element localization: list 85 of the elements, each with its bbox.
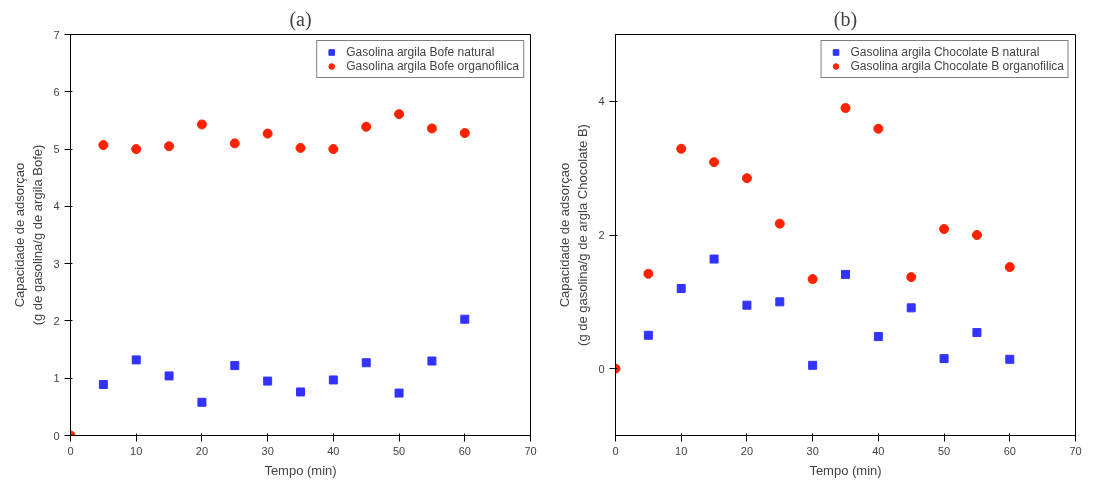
point (98, 140, 109, 151)
point (263, 376, 273, 386)
y-tick-label: 4 (53, 200, 60, 213)
point (295, 142, 306, 153)
point (972, 328, 982, 338)
legend-label: Gasolina argila Chocolate B natural (850, 45, 1040, 59)
point (709, 157, 720, 168)
point (742, 300, 752, 310)
x-tick-label: 20 (195, 444, 209, 457)
y-tick-label: 2 (53, 314, 60, 327)
legend-label: Gasolina argila Chocolate B organofilica (850, 59, 1064, 73)
point (676, 283, 686, 293)
y-tick-label: 4 (598, 95, 605, 108)
x-tick-label: 70 (1069, 444, 1082, 457)
point (906, 272, 917, 283)
x-tick-label: 70 (524, 444, 537, 457)
point (676, 143, 687, 154)
point (131, 355, 141, 365)
point (361, 358, 371, 368)
x-tick-label: 40 (872, 444, 885, 457)
point (971, 230, 982, 240)
point (807, 274, 818, 285)
point (197, 397, 207, 407)
chart-title: (a) (289, 7, 312, 31)
y-tick-label: 7 (53, 28, 60, 41)
y-tick-label: 6 (53, 85, 60, 98)
point (131, 144, 142, 155)
point (459, 128, 470, 139)
y-tick-label: 3 (53, 257, 60, 270)
point (774, 218, 785, 229)
point (1004, 262, 1015, 273)
x-axis-title: Tempo (min) (264, 462, 337, 478)
x-tick-label: 30 (806, 444, 819, 457)
x-tick-label: 30 (261, 444, 274, 457)
point (1005, 354, 1015, 364)
point (296, 387, 305, 397)
point (328, 375, 338, 385)
point (394, 388, 404, 398)
point (460, 314, 470, 324)
y-tick-label: 5 (53, 143, 60, 156)
point (98, 380, 108, 390)
x-tick-label: 10 (675, 444, 688, 457)
x-tick-label: 0 (612, 444, 619, 457)
point (808, 360, 818, 370)
point (873, 123, 884, 134)
point (775, 297, 785, 307)
chart-title: (b) (833, 7, 858, 31)
x-tick-label: 20 (740, 444, 754, 457)
point (643, 268, 654, 279)
legend-label: Gasolina argila Bofe natural (346, 45, 495, 59)
point (164, 371, 174, 381)
x-tick-label: 50 (937, 444, 951, 457)
y-axis-title: Capacidade de adsorçao (g de gasolina/g de argla Chocolate B) (557, 124, 591, 346)
point (709, 254, 719, 264)
x-axis-title: Tempo (min) (809, 462, 882, 478)
y-tick-label: 0 (53, 429, 60, 442)
point (394, 109, 405, 120)
x-tick-label: 10 (130, 444, 143, 457)
x-tick-label: 0 (67, 444, 74, 457)
y-axis-title: Capacidade de adsorçao (g de gasolina/g de argila Bofe) (12, 144, 46, 326)
x-tick-label: 60 (1003, 444, 1016, 457)
point (426, 123, 437, 134)
y-tick-label: 1 (53, 372, 60, 385)
x-tick-label: 40 (327, 444, 340, 457)
point (230, 361, 240, 371)
point (164, 141, 175, 152)
point (939, 223, 950, 234)
x-tick-label: 50 (392, 444, 406, 457)
point (873, 332, 883, 342)
point (196, 119, 207, 130)
legend-label: Gasolina argila Bofe organofilica (346, 59, 519, 73)
x-tick-label: 60 (458, 444, 471, 457)
point (906, 303, 916, 313)
point (741, 173, 752, 184)
point (643, 330, 653, 340)
point (328, 144, 339, 155)
point (427, 356, 437, 366)
point (841, 269, 850, 279)
point (262, 128, 273, 139)
point (939, 354, 949, 364)
point (840, 103, 851, 114)
y-tick-label: 2 (598, 229, 605, 241)
point (229, 138, 240, 149)
point (361, 121, 372, 132)
y-tick-label: 0 (598, 362, 605, 375)
